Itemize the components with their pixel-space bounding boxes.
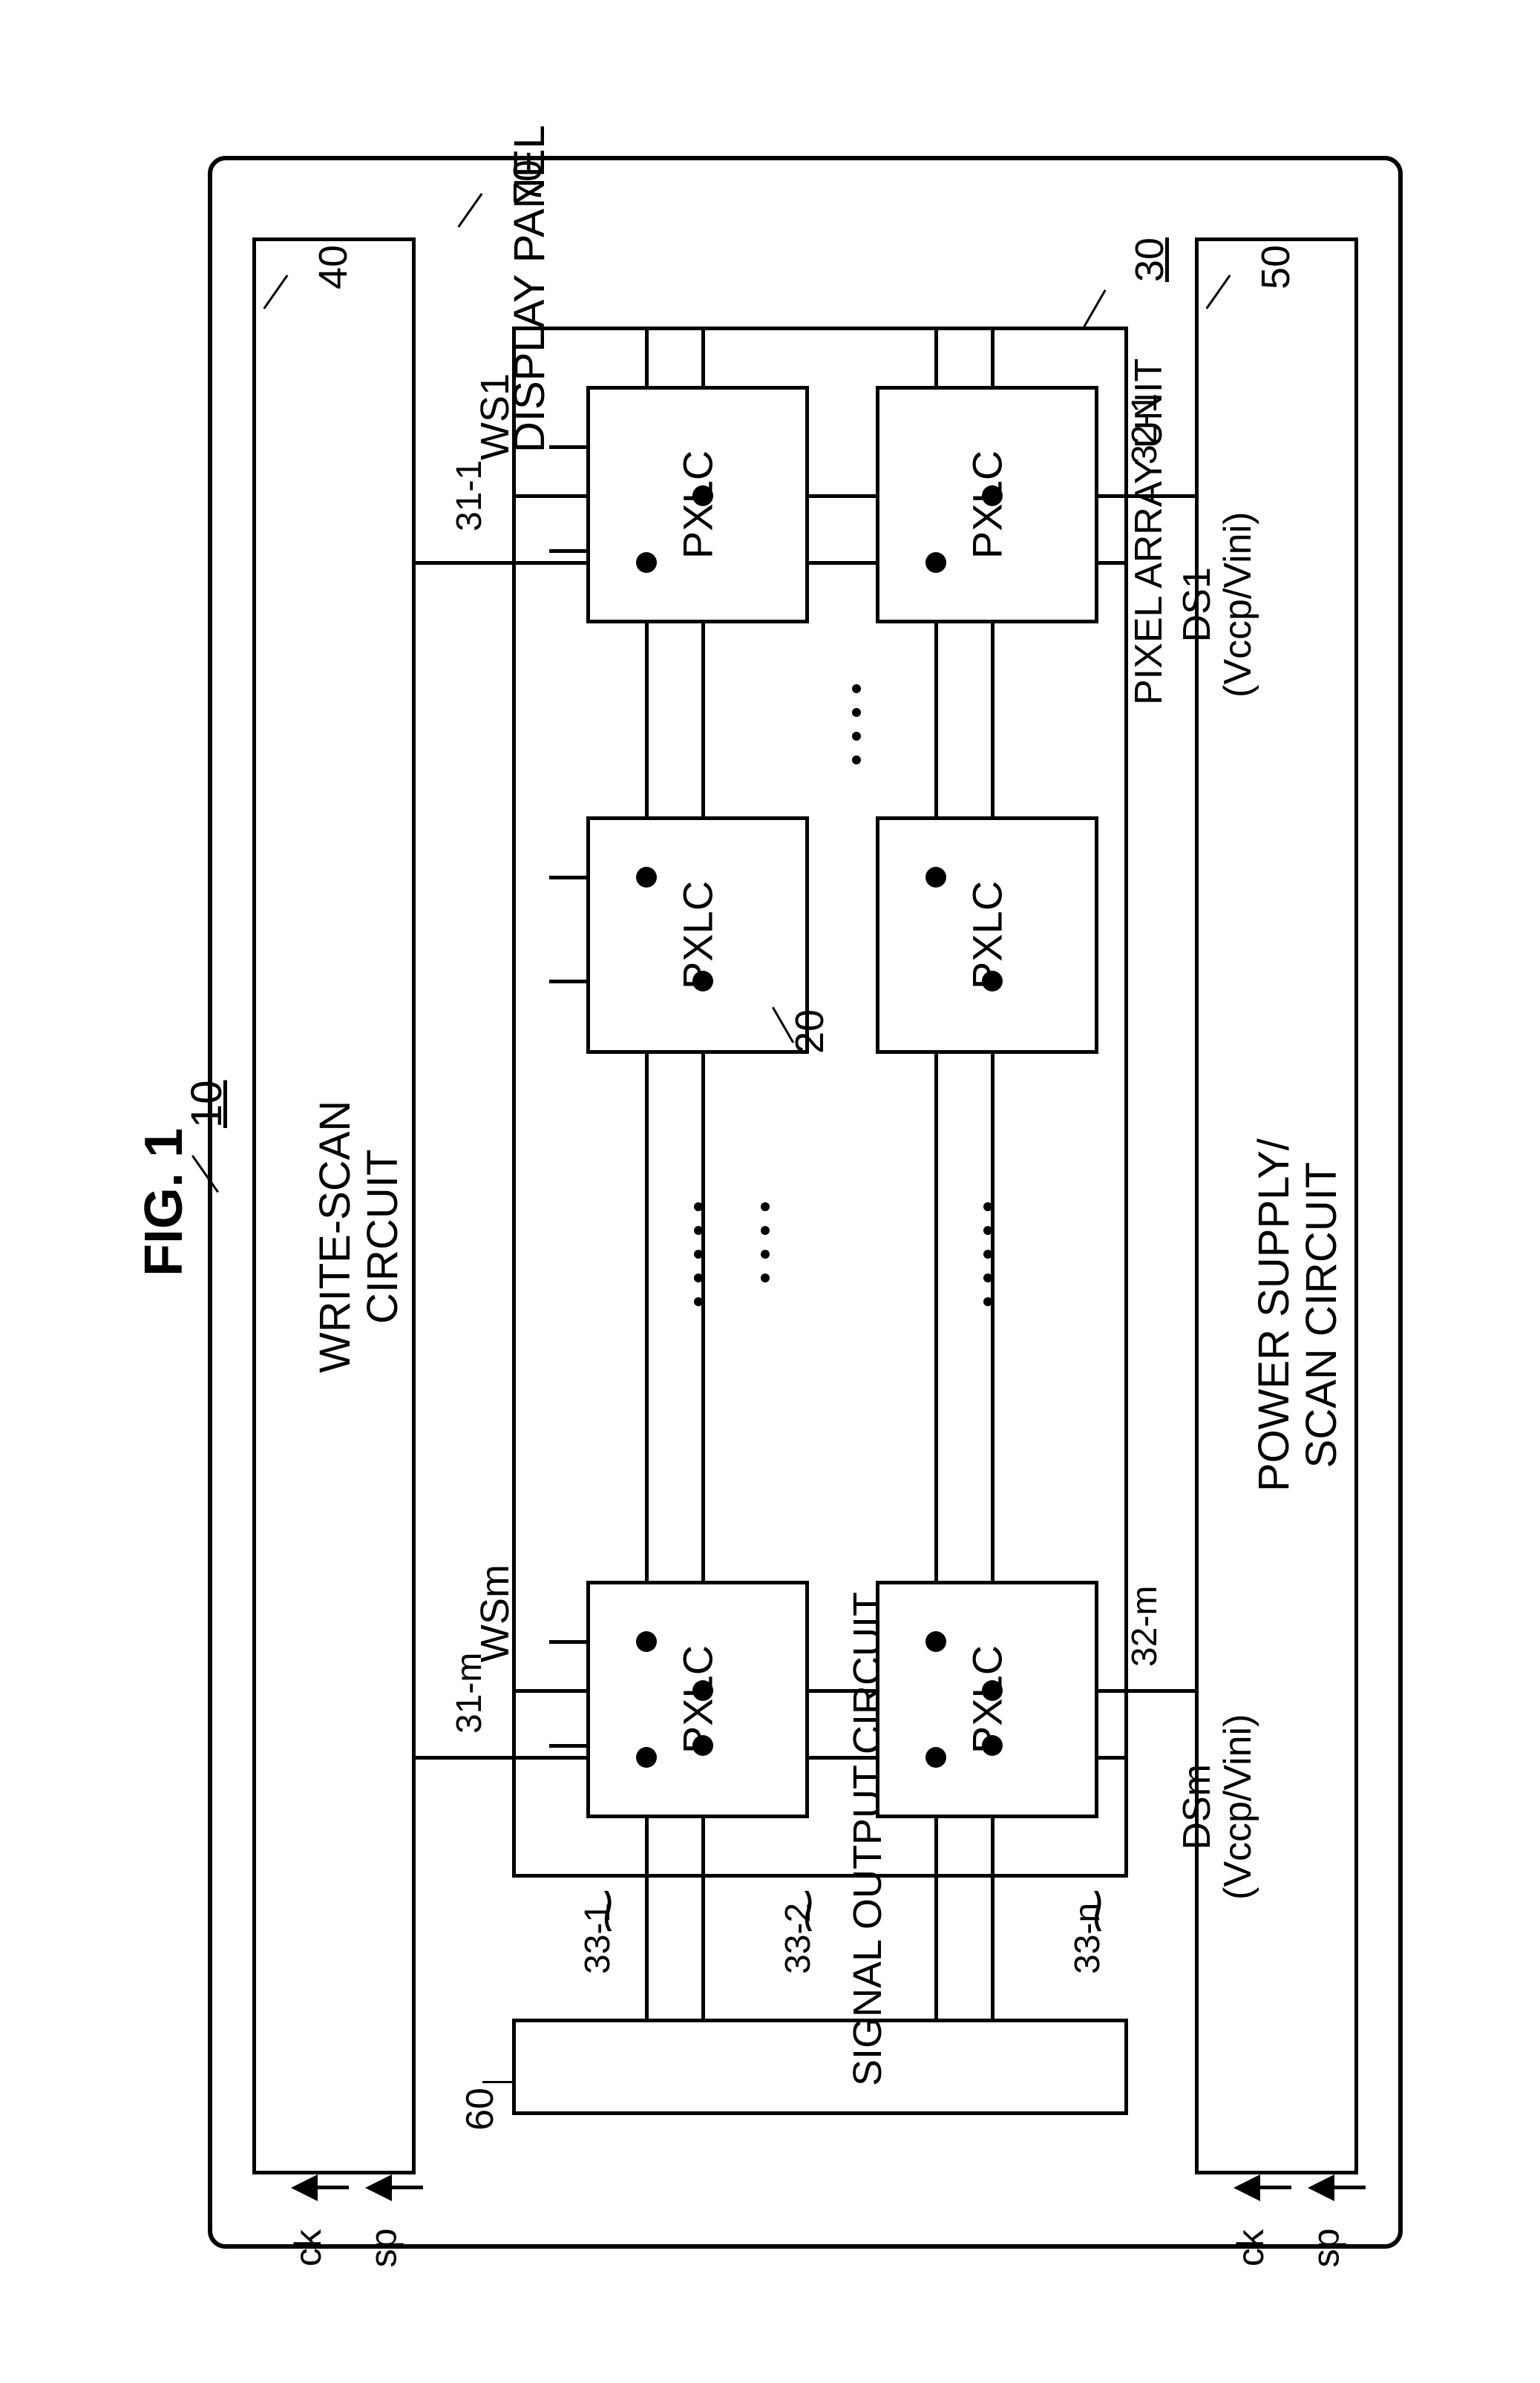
ck-label-ws: ck — [286, 2229, 330, 2266]
ref-panel: 70 — [505, 160, 551, 204]
dot — [636, 1747, 657, 1768]
ck-line-ws — [304, 2186, 349, 2189]
stub — [934, 623, 938, 668]
ref-31-1: 31-1 — [449, 460, 490, 531]
ck-line-ps — [1247, 2186, 1291, 2189]
wsm-line — [416, 1756, 514, 1760]
dsm-line — [1128, 1689, 1197, 1693]
dot — [925, 1631, 946, 1652]
stub-h — [549, 1744, 590, 1748]
sp-label-ws: sp — [361, 2229, 404, 2268]
ellipsis — [761, 1202, 770, 1282]
dot — [925, 867, 946, 888]
write-scan-text: WRITE-SCAN CIRCUIT — [311, 1101, 407, 1373]
dsm-label: DSm (Vccp/Vini) — [1177, 1714, 1258, 1900]
dot — [982, 1680, 1003, 1701]
stub-h — [549, 1640, 590, 1644]
tilde: ⁓ — [1071, 1889, 1123, 1933]
ref-signal-out: 60 — [458, 2088, 502, 2131]
ellipsis — [852, 684, 861, 764]
stub — [645, 623, 649, 668]
ellipsis — [694, 1202, 703, 1306]
dot — [925, 1747, 946, 1768]
stub-h — [549, 445, 590, 449]
ds1-line — [1128, 494, 1197, 498]
ref-32-m: 32-m — [1124, 1586, 1165, 1667]
stub-h — [549, 980, 590, 983]
pxlc-1-2: PXLC — [586, 816, 809, 1054]
power-scan-text: POWER SUPPLY/ SCAN CIRCUIT — [1250, 1138, 1346, 1492]
ref-pxlc: 20 — [787, 1009, 833, 1054]
ref-pixel-array: 30 — [1127, 237, 1173, 282]
sp-label-ps: sp — [1304, 2229, 1347, 2268]
dot — [636, 867, 657, 888]
dot — [982, 1735, 1003, 1756]
stub — [701, 623, 705, 668]
ref-32-1: 32-1 — [1124, 393, 1165, 465]
ellipsis — [983, 1202, 992, 1306]
dot — [925, 552, 946, 573]
dot — [636, 1631, 657, 1652]
power-scan-label: POWER SUPPLY/ SCAN CIRCUIT — [1251, 1138, 1346, 1492]
ws1-label: WS1 — [472, 373, 518, 460]
ws1-line — [416, 561, 514, 565]
ref-power-scan: 50 — [1253, 245, 1299, 289]
signal-output-block — [512, 2019, 1128, 2115]
tilde: ⁓ — [581, 1889, 633, 1933]
dot — [982, 485, 1003, 506]
figure-title: FIG. 1 — [134, 1128, 194, 1276]
stub — [991, 623, 995, 668]
dot — [692, 1680, 713, 1701]
sp-line-ws — [379, 2186, 423, 2189]
dot — [692, 485, 713, 506]
sp-line-ps — [1321, 2186, 1366, 2189]
dsm-text: DSm (Vccp/Vini) — [1176, 1714, 1259, 1900]
write-scan-label: WRITE-SCAN CIRCUIT — [312, 1101, 407, 1373]
tilde: ⁓ — [782, 1889, 833, 1933]
pxlc-2-2: PXLC — [876, 816, 1098, 1054]
dot — [982, 971, 1003, 991]
ref-31-m: 31-m — [449, 1653, 490, 1734]
ck-label-ps: ck — [1229, 2229, 1272, 2266]
stub-h — [549, 549, 590, 553]
wsm-label: WSm — [472, 1564, 518, 1662]
stub-h — [549, 876, 590, 879]
dot — [636, 552, 657, 573]
ref-write-scan: 40 — [310, 245, 356, 289]
ds1-label: DS1 (Vccp/Vini) — [1177, 512, 1258, 698]
dot — [692, 971, 713, 991]
ds1-text: DS1 (Vccp/Vini) — [1176, 512, 1259, 698]
leader-60 — [482, 2081, 514, 2083]
dot — [692, 1735, 713, 1756]
